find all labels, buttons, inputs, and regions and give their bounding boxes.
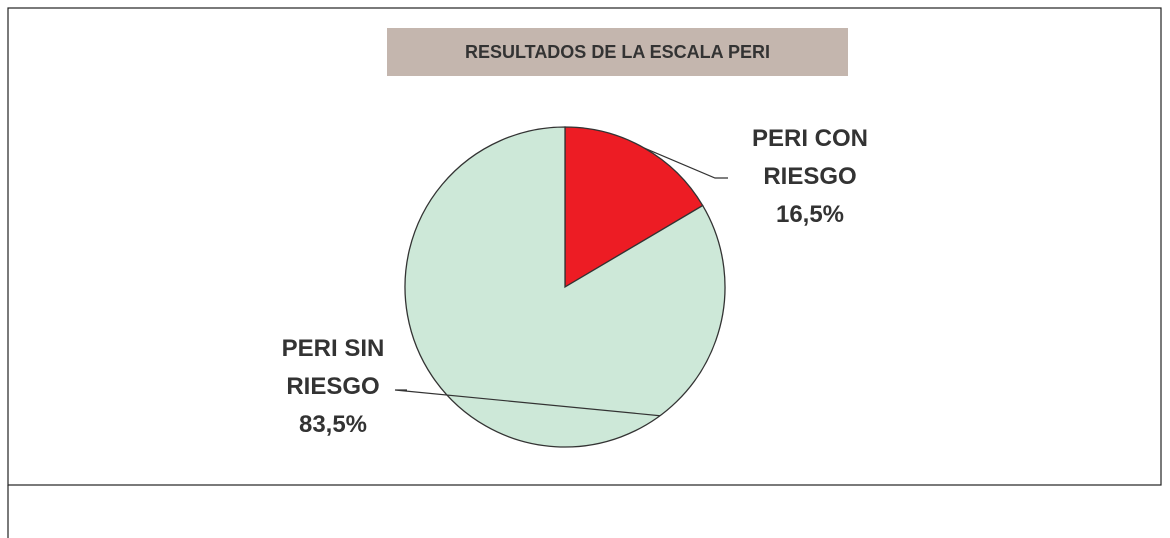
chart-frame	[7, 7, 1162, 486]
leader-line	[394, 389, 661, 417]
slice-value-label: 83,5%	[298, 411, 368, 438]
slice-label: PERI CON RIESGO 16,5%	[725, 120, 895, 234]
slice-value-label: 16,5%	[775, 201, 845, 228]
chart-title: RESULTADOS DE LA ESCALA PERI	[387, 28, 848, 76]
slice-category: PERI CON RIESGO	[751, 125, 868, 190]
slice-category: PERI SIN RIESGO	[281, 335, 385, 400]
slice-label: PERI SIN RIESGO 83,5%	[248, 330, 418, 444]
leader-line	[644, 147, 728, 179]
pie-slice	[404, 126, 726, 448]
